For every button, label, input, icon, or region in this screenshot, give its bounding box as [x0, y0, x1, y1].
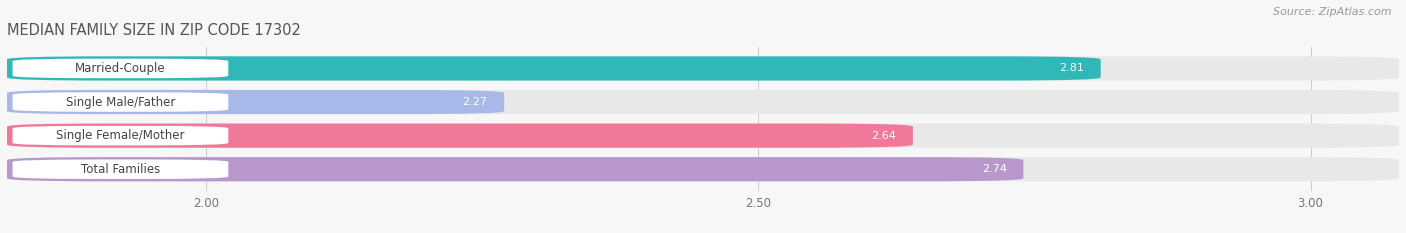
FancyBboxPatch shape	[7, 157, 1024, 181]
FancyBboxPatch shape	[7, 90, 1399, 114]
FancyBboxPatch shape	[13, 92, 228, 112]
FancyBboxPatch shape	[7, 123, 1399, 148]
Text: Source: ZipAtlas.com: Source: ZipAtlas.com	[1274, 7, 1392, 17]
Text: Total Families: Total Families	[80, 163, 160, 176]
FancyBboxPatch shape	[13, 59, 228, 78]
Text: 2.27: 2.27	[463, 97, 488, 107]
Text: 2.64: 2.64	[872, 131, 897, 141]
FancyBboxPatch shape	[7, 90, 505, 114]
Text: MEDIAN FAMILY SIZE IN ZIP CODE 17302: MEDIAN FAMILY SIZE IN ZIP CODE 17302	[7, 24, 301, 38]
FancyBboxPatch shape	[13, 159, 228, 179]
FancyBboxPatch shape	[13, 126, 228, 145]
FancyBboxPatch shape	[7, 56, 1101, 81]
Text: Single Male/Father: Single Male/Father	[66, 96, 176, 109]
FancyBboxPatch shape	[7, 56, 1399, 81]
FancyBboxPatch shape	[7, 157, 1399, 181]
Text: 2.74: 2.74	[981, 164, 1007, 174]
FancyBboxPatch shape	[7, 123, 912, 148]
Text: Married-Couple: Married-Couple	[75, 62, 166, 75]
Text: Single Female/Mother: Single Female/Mother	[56, 129, 184, 142]
Text: 2.81: 2.81	[1059, 63, 1084, 73]
